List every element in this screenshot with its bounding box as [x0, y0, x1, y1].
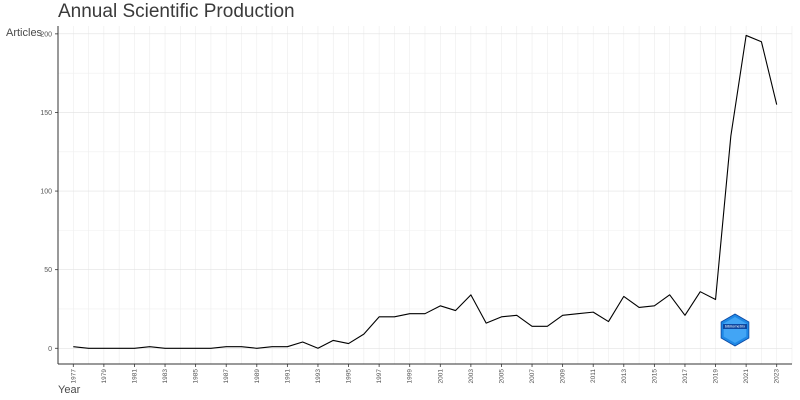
y-axis-label: Articles	[6, 27, 43, 39]
x-tick-label: 2015	[651, 369, 658, 384]
series-line	[73, 34, 778, 349]
x-tick-label: 2021	[743, 369, 750, 384]
x-tick-label: 2011	[590, 369, 597, 383]
x-tick-label: 2005	[498, 369, 505, 384]
x-tick-label: 1991	[284, 369, 291, 384]
x-tick-label: 2009	[560, 369, 567, 384]
x-tick-label: 2007	[529, 369, 536, 384]
x-tick-label: 2001	[437, 369, 444, 384]
y-tick-label: 0	[48, 346, 52, 353]
x-tick-label: 2019	[713, 369, 720, 384]
x-tick-label: 2017	[682, 369, 689, 384]
x-tick-label: 2023	[774, 369, 781, 384]
axes	[57, 26, 792, 365]
x-tick-label: 1995	[346, 369, 353, 384]
x-tick-label: 1989	[254, 369, 261, 384]
x-tick-label: 2003	[468, 369, 475, 384]
x-axis-label: Year	[58, 384, 81, 396]
x-tick-label: 1987	[223, 369, 230, 384]
bibliometrix-logo-icon: bibliometrix	[720, 313, 750, 347]
series	[73, 34, 778, 349]
grid-lines	[57, 26, 793, 364]
x-tick-label: 1993	[315, 369, 322, 384]
x-tick-label: 1979	[101, 369, 108, 384]
y-tick-label: 200	[40, 31, 52, 38]
x-tick-label: 1997	[376, 369, 383, 384]
x-tick-label: 1985	[193, 369, 200, 384]
y-tick-label: 100	[40, 189, 52, 196]
chart-title: Annual Scientific Production	[58, 1, 295, 22]
y-tick-labels: 0 50 100 150 200	[40, 31, 58, 353]
x-tick-labels: 1977 1979 1981 1983 1985 1987 1989 1991 1993 1995…	[70, 364, 781, 384]
x-tick-label: 1983	[162, 369, 169, 384]
x-tick-label: 1999	[407, 369, 414, 384]
x-tick-label: 1977	[70, 369, 77, 384]
y-tick-label: 150	[40, 110, 52, 117]
logo-text: bibliometrix	[725, 324, 745, 329]
x-tick-label: 2013	[621, 369, 628, 384]
x-tick-label: 1981	[131, 369, 138, 384]
y-tick-label: 50	[44, 267, 52, 274]
